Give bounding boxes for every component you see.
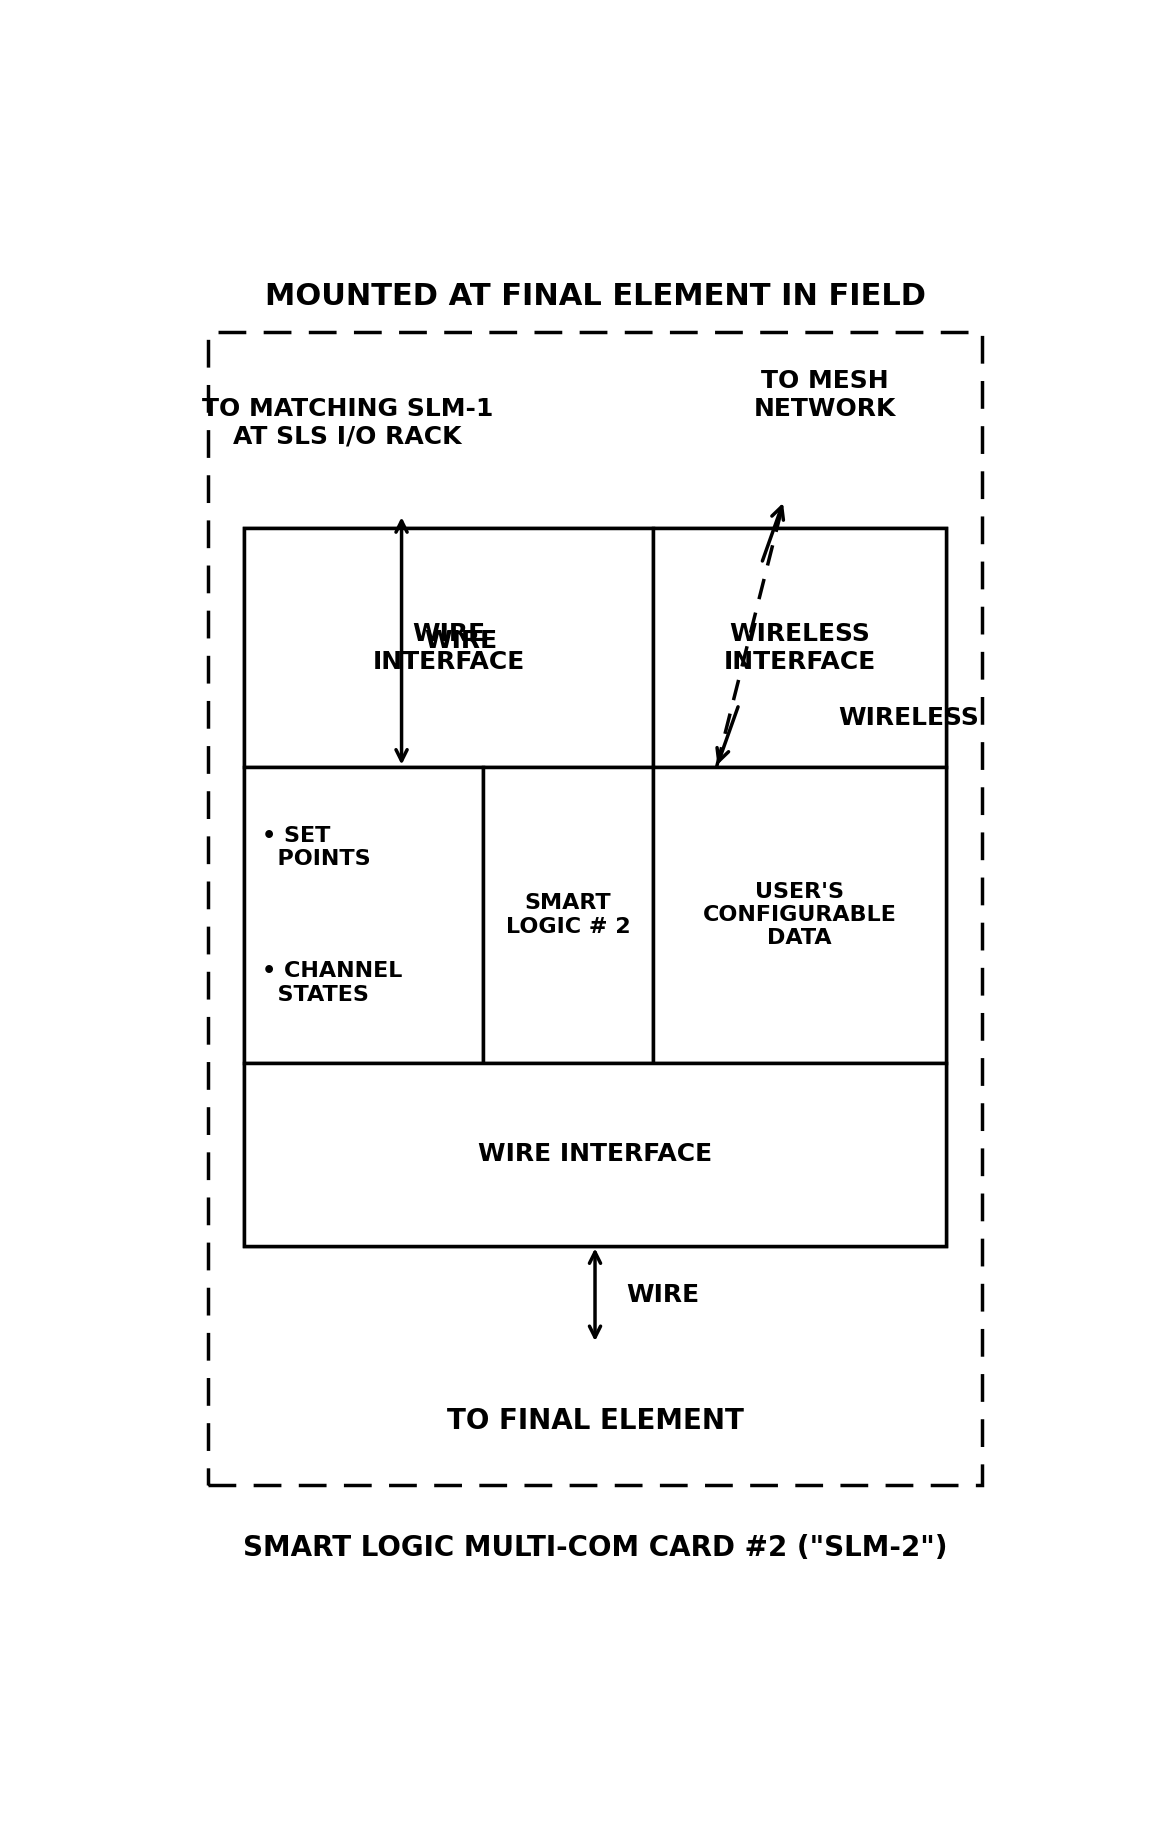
Bar <box>244 528 946 1245</box>
Text: USER'S
CONFIGURABLE
DATA: USER'S CONFIGURABLE DATA <box>702 882 896 948</box>
Text: SMART LOGIC MULTI-COM CARD #2 ("SLM-2"): SMART LOGIC MULTI-COM CARD #2 ("SLM-2") <box>243 1534 947 1561</box>
Bar <box>244 1063 946 1245</box>
Text: WIRELESS: WIRELESS <box>838 707 979 730</box>
Bar <box>244 528 654 767</box>
Bar <box>483 767 654 1063</box>
Bar <box>654 528 946 767</box>
Text: WIRELESS
INTERFACE: WIRELESS INTERFACE <box>723 623 875 674</box>
Bar <box>244 767 483 1063</box>
Text: SMART
LOGIC # 2: SMART LOGIC # 2 <box>506 893 630 937</box>
Text: MOUNTED AT FINAL ELEMENT IN FIELD: MOUNTED AT FINAL ELEMENT IN FIELD <box>265 281 925 310</box>
Text: WIRE
INTERFACE: WIRE INTERFACE <box>373 623 525 674</box>
Text: TO FINAL ELEMENT: TO FINAL ELEMENT <box>447 1408 743 1435</box>
Text: WIRE: WIRE <box>424 628 497 654</box>
Text: WIRE INTERFACE: WIRE INTERFACE <box>478 1141 712 1167</box>
Text: • CHANNEL
  STATES: • CHANNEL STATES <box>262 962 403 1004</box>
Text: TO MESH
NETWORK: TO MESH NETWORK <box>753 369 895 420</box>
Text: • SET
  POINTS: • SET POINTS <box>262 825 370 869</box>
Text: TO MATCHING SLM-1
AT SLS I/O RACK: TO MATCHING SLM-1 AT SLS I/O RACK <box>202 396 493 449</box>
Bar <box>208 332 982 1485</box>
Text: WIRE: WIRE <box>627 1282 700 1307</box>
Bar <box>654 767 946 1063</box>
